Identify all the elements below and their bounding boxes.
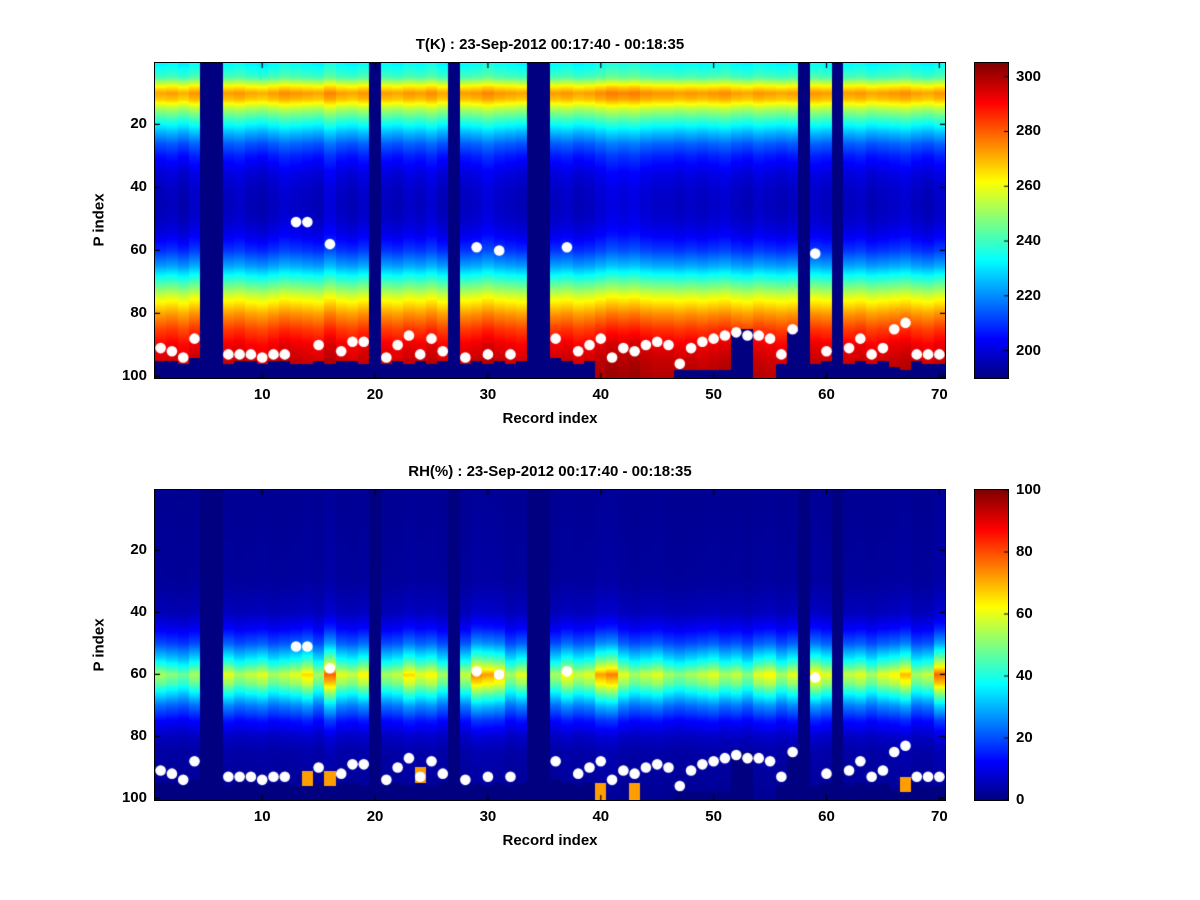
y-tick-label: 100 xyxy=(121,367,147,385)
colorbar-tick-label: 220 xyxy=(1016,286,1042,304)
x-tick-label: 10 xyxy=(253,808,271,825)
y-tick-label: 80 xyxy=(130,727,147,745)
y-tick-label: 100 xyxy=(121,789,147,807)
colorbar-tick-label: 60 xyxy=(1016,605,1033,622)
y-tick-label: 40 xyxy=(130,178,147,196)
x-tick-label: 60 xyxy=(818,808,835,825)
colorbar-tick-label: 200 xyxy=(1016,341,1042,359)
temperature-colorbar xyxy=(974,62,1009,379)
x-tick-label: 60 xyxy=(818,386,835,403)
x-tick-label: 30 xyxy=(479,808,497,825)
humidity-heatmap-canvas xyxy=(154,489,946,801)
humidity-title: RH(%) : 23-Sep-2012 00:17:40 - 00:18:35 xyxy=(408,463,692,480)
y-tick-label: 40 xyxy=(130,603,147,621)
colorbar-tick-label: 300 xyxy=(1016,67,1042,85)
x-tick-label: 30 xyxy=(479,386,497,403)
colorbar-tick-label: 20 xyxy=(1016,729,1033,746)
x-tick-label: 40 xyxy=(592,386,610,403)
colorbar-tick-label: 240 xyxy=(1016,232,1042,250)
temperature-title: T(K) : 23-Sep-2012 00:17:40 - 00:18:35 xyxy=(415,36,685,53)
colorbar-tick-label: 260 xyxy=(1016,177,1042,195)
temperature-heatmap-canvas xyxy=(154,62,946,379)
colorbar-tick-label: 280 xyxy=(1016,122,1042,140)
colorbar-tick-label: 0 xyxy=(1016,791,1025,808)
x-tick-label: 70 xyxy=(931,808,948,825)
x-tick-label: 10 xyxy=(253,386,271,403)
x-tick-label: 20 xyxy=(366,808,384,825)
y-tick-label: 80 xyxy=(130,304,147,322)
temperature-ylabel: P index xyxy=(90,193,108,247)
humidity-colorbar xyxy=(974,489,1009,801)
y-tick-label: 60 xyxy=(130,665,147,683)
x-tick-label: 70 xyxy=(931,386,948,403)
x-tick-label: 20 xyxy=(366,386,384,403)
x-tick-label: 50 xyxy=(705,808,722,825)
y-tick-label: 60 xyxy=(130,241,147,259)
colorbar-tick-label: 100 xyxy=(1016,481,1042,498)
y-tick-label: 20 xyxy=(130,115,147,133)
humidity-ylabel: P index xyxy=(90,618,108,672)
humidity-xlabel: Record index xyxy=(502,832,598,849)
x-tick-label: 40 xyxy=(592,808,610,825)
x-tick-label: 50 xyxy=(705,386,722,403)
colorbar-tick-label: 40 xyxy=(1016,667,1033,684)
colorbar-tick-label: 80 xyxy=(1016,543,1033,560)
temperature-xlabel: Record index xyxy=(502,410,598,427)
y-tick-label: 20 xyxy=(130,541,147,559)
